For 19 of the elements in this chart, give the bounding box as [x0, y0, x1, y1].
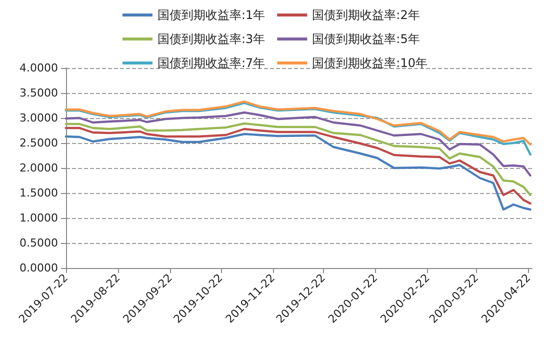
line-series — [64, 100, 532, 146]
legend-label: 国债到期收益率:10年 — [312, 56, 428, 70]
legend-label: 国债到期收益率:1年 — [158, 8, 266, 22]
y-tick-label: 3.0000 — [20, 112, 58, 124]
y-tick-label: 2.5000 — [20, 136, 58, 150]
line-series — [64, 111, 532, 177]
y-tick-label: 0.0000 — [20, 262, 58, 274]
y-tick-label: 0.5000 — [20, 236, 58, 250]
y-tick-label: 1.0000 — [20, 212, 58, 224]
legend-label: 国债到期收益率:7年 — [158, 56, 266, 70]
legend-label: 国债到期收益率:5年 — [312, 32, 420, 46]
line-series — [64, 122, 532, 196]
y-tick-label: 4.0000 — [20, 62, 58, 74]
legend-label: 国债到期收益率:3年 — [158, 32, 266, 46]
y-tick-label: 3.5000 — [20, 86, 58, 100]
y-tick-label: 2.0000 — [20, 162, 58, 174]
line-series — [64, 102, 532, 156]
legend-label: 国债到期收益率:2年 — [312, 8, 420, 22]
y-tick-label: 1.5000 — [20, 186, 58, 200]
